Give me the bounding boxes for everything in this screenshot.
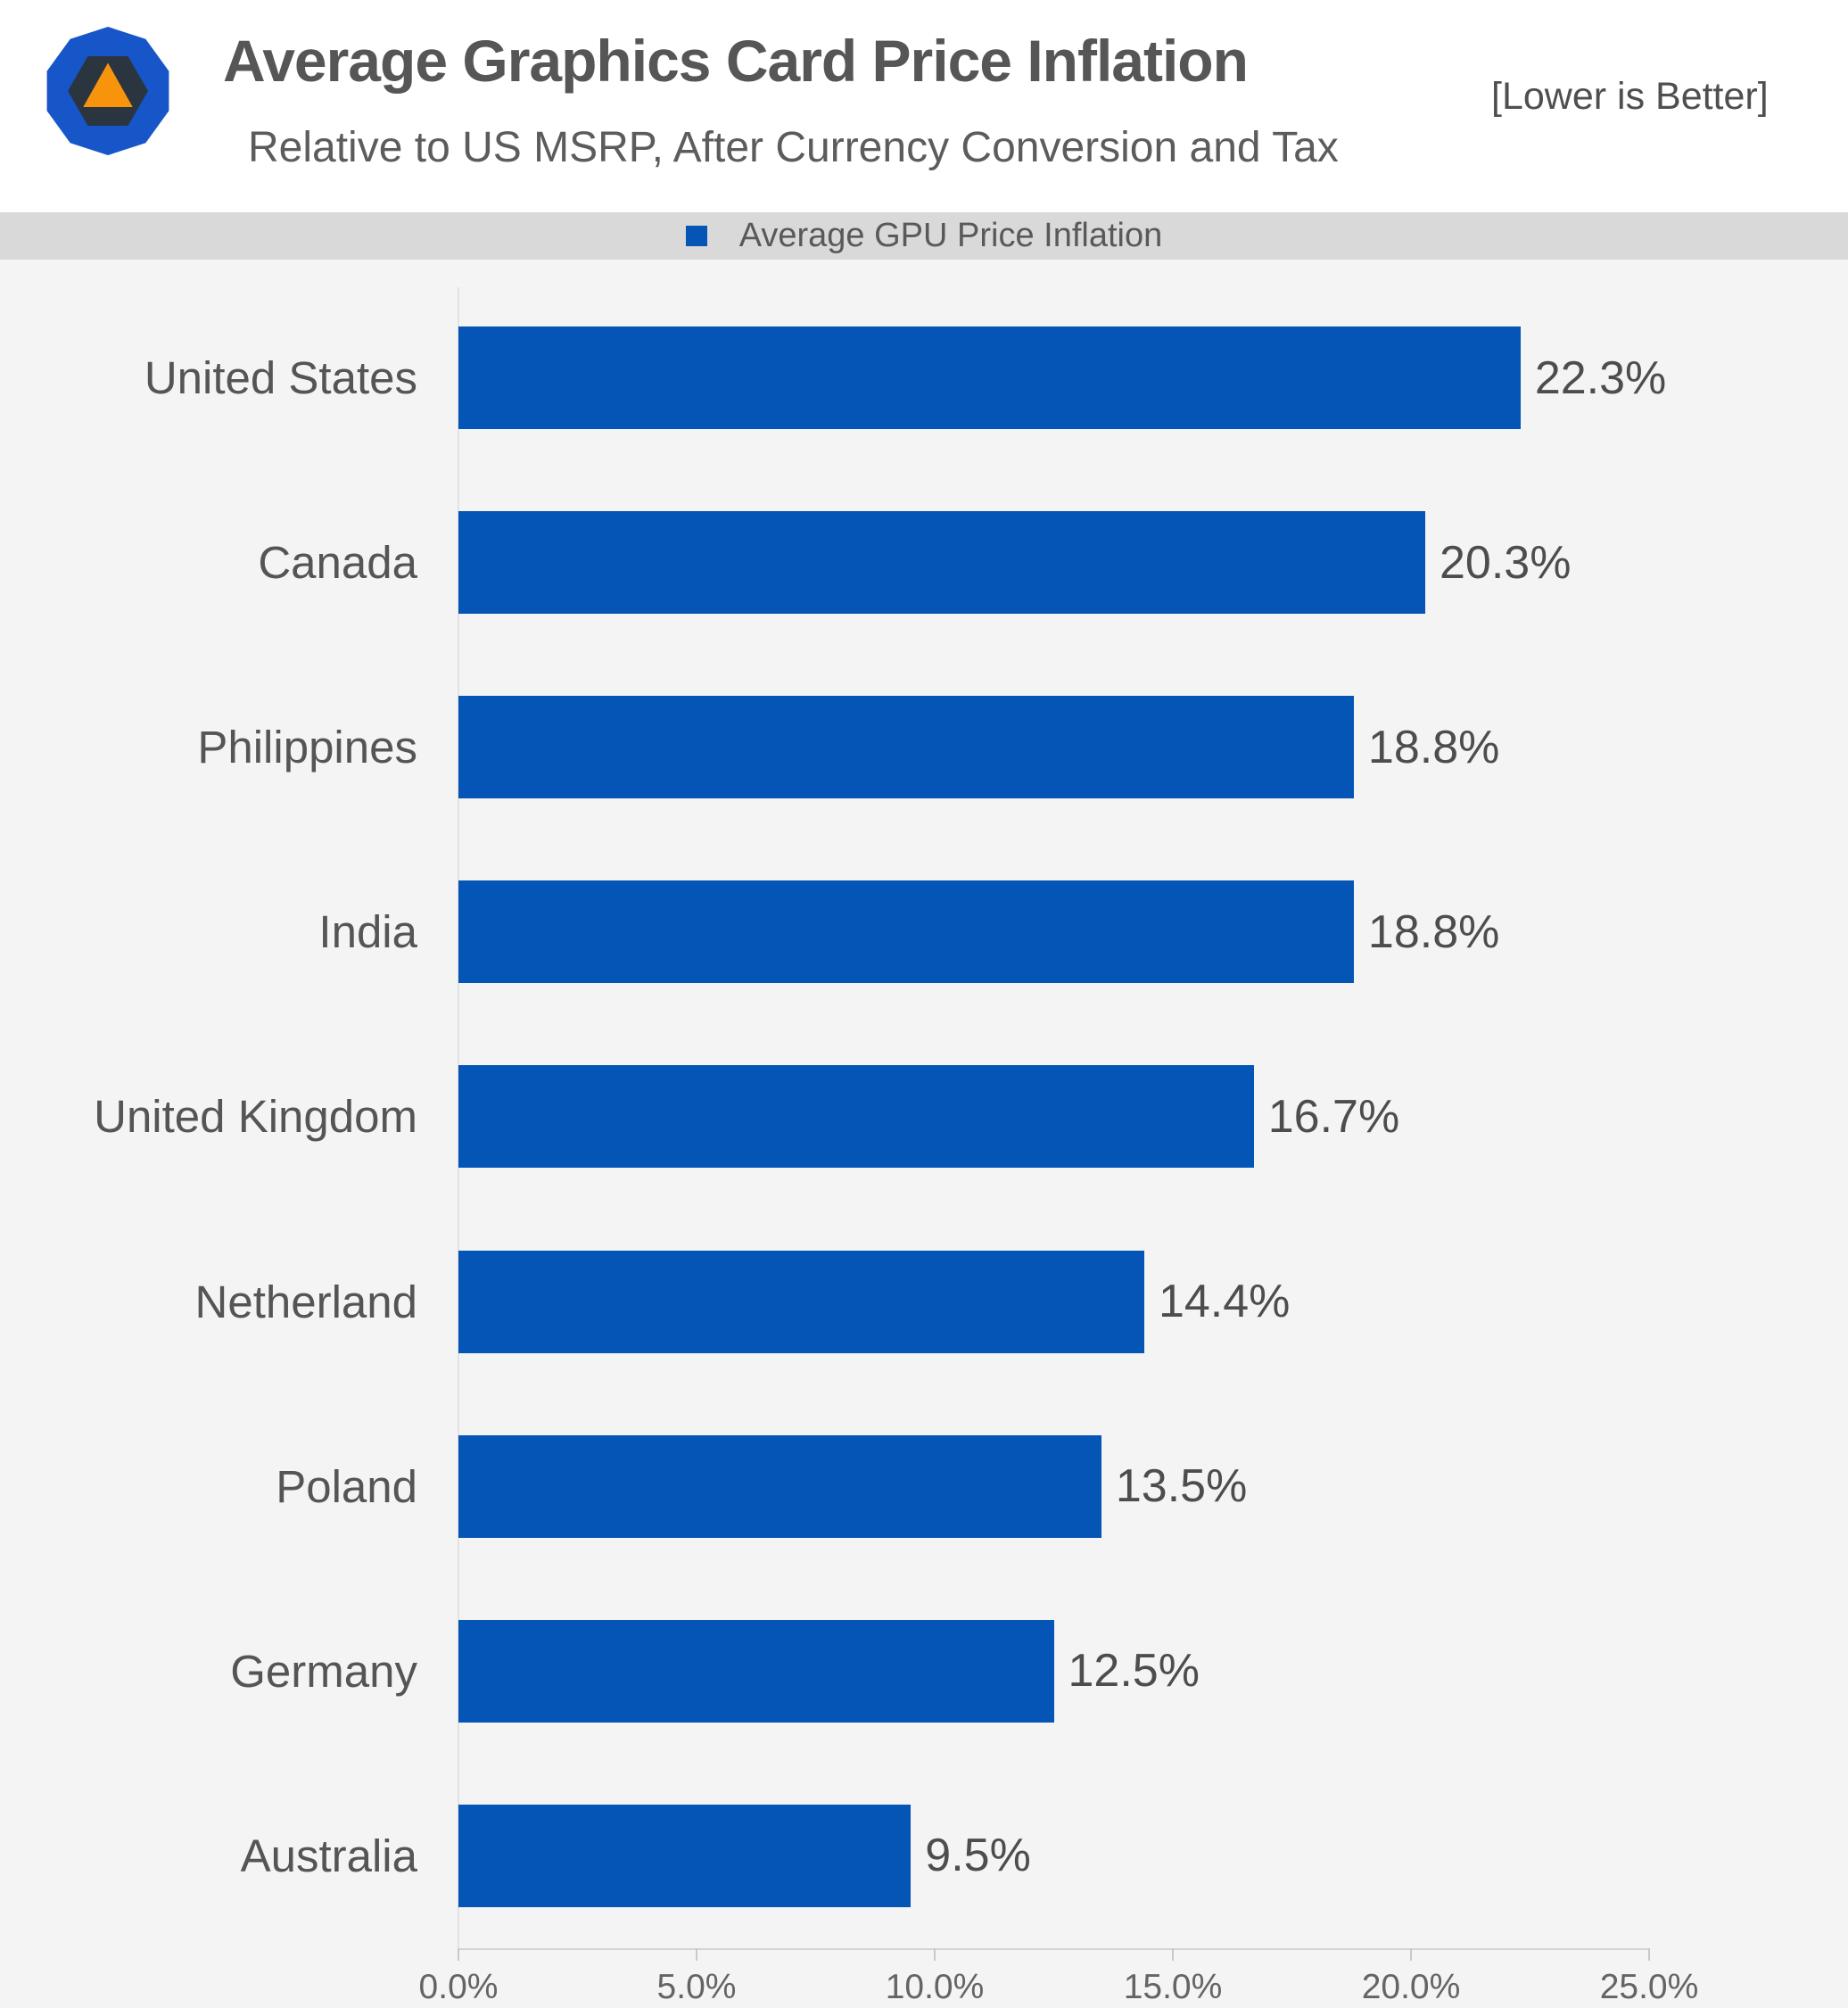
value-label: 9.5% [925, 1830, 1031, 1882]
bar [458, 1250, 1144, 1353]
legend-label: Average GPU Price Inflation [738, 217, 1163, 254]
bar-rows: United States 22.3% Canada 20.3% Philippines… [0, 285, 1848, 1948]
category-label: Canada [258, 537, 417, 589]
category-label: Germany [230, 1645, 417, 1697]
bar [458, 1434, 1101, 1538]
bar [458, 880, 1354, 984]
bar-row: Philippines 18.8% [0, 655, 1848, 839]
x-axis-tick-label: 20.0% [1361, 1968, 1461, 2006]
bar [458, 1804, 912, 1907]
x-axis-line [458, 1948, 1650, 1950]
chart-header: Average Graphics Card Price Inflation Re… [0, 0, 1848, 212]
value-label: 18.8% [1367, 721, 1500, 773]
bar-row: United States 22.3% [0, 285, 1848, 470]
logo-triangle-icon [83, 62, 133, 107]
value-label: 12.5% [1068, 1645, 1200, 1698]
category-label: Philippines [197, 722, 417, 773]
x-axis-tick-label: 25.0% [1599, 1968, 1699, 2006]
bar-row: India 18.8% [0, 839, 1848, 1024]
bar [458, 326, 1521, 430]
category-label: India [318, 906, 417, 958]
bar-row: Netherland 14.4% [0, 1210, 1848, 1394]
x-axis-tick-label: 15.0% [1123, 1968, 1223, 2006]
bar [458, 511, 1426, 615]
x-axis-tick-label: 0.0% [418, 1968, 499, 2006]
x-axis-tick [458, 1948, 459, 1961]
category-label: Netherland [194, 1276, 418, 1327]
legend-swatch-icon [685, 226, 707, 246]
bar [458, 1619, 1054, 1723]
brand-logo-icon [46, 27, 169, 155]
x-axis-tick [934, 1948, 936, 1961]
bar-row: United Kingdom 16.7% [0, 1024, 1848, 1209]
bar-row: Germany 12.5% [0, 1579, 1848, 1764]
chart-subtitle: Relative to US MSRP, After Currency Conv… [248, 124, 1339, 171]
bar-row: Australia 9.5% [0, 1764, 1848, 1948]
value-label: 16.7% [1267, 1090, 1400, 1143]
legend: Average GPU Price Inflation [0, 212, 1848, 260]
x-axis-tick [1172, 1948, 1174, 1961]
x-axis-tick-label: 10.0% [885, 1968, 985, 2006]
category-label: Poland [276, 1460, 417, 1512]
category-label: United States [144, 352, 417, 404]
bar-row: Canada 20.3% [0, 470, 1848, 655]
category-label: United Kingdom [94, 1091, 417, 1143]
value-label: 13.5% [1115, 1460, 1248, 1513]
x-axis-tick [1410, 1948, 1412, 1961]
value-label: 20.3% [1440, 536, 1572, 589]
value-label: 14.4% [1158, 1276, 1291, 1328]
bar [458, 1065, 1254, 1169]
bar-row: Poland 13.5% [0, 1394, 1848, 1579]
category-label: Australia [240, 1830, 417, 1881]
value-label: 18.8% [1367, 905, 1500, 958]
x-axis-tick-label: 5.0% [656, 1968, 737, 2006]
lower-is-better-note: [Lower is Better] [1491, 75, 1769, 118]
x-axis-tick [696, 1948, 697, 1961]
bar [458, 696, 1354, 799]
chart-title: Average Graphics Card Price Inflation [223, 28, 1249, 94]
x-axis-tick [1648, 1948, 1650, 1961]
value-label: 22.3% [1534, 351, 1667, 404]
